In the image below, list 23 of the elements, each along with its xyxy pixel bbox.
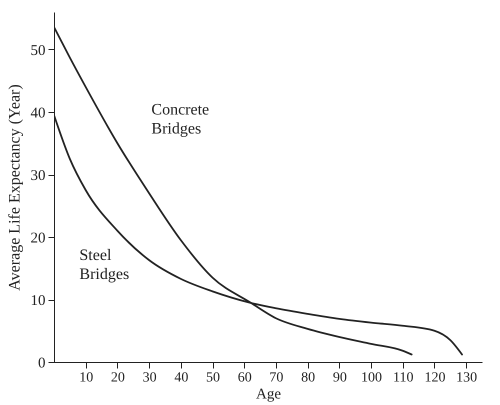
x-tick-label: 70 [269,370,284,386]
x-tick-label: 10 [79,370,94,386]
x-tick-label: 40 [174,370,188,386]
x-tick-label: 90 [332,370,347,386]
y-tick-label: 0 [38,356,46,372]
x-tick-label: 50 [206,370,220,386]
x-tick-label: 80 [301,370,316,386]
y-tick-label: 40 [30,106,46,122]
y-axis-title: Average Life Expectancy (Year) [6,84,24,291]
series-label: Steel Bridges [79,246,130,283]
x-tick-label: 100 [361,370,382,386]
x-axis-title: Age [256,386,282,402]
x-tick-label: 60 [238,370,252,386]
x-tick-label: 120 [424,370,446,386]
x-tick-label: 110 [393,370,414,386]
y-tick-label: 10 [30,293,46,309]
x-tick-label: 20 [110,370,125,386]
x-tick-label: 30 [142,370,157,386]
text: Concrete Bridges [151,101,210,138]
y-tick-label: 20 [30,230,46,246]
y-tick-label: 30 [30,168,46,184]
x-tick-label: 130 [456,370,478,386]
y-tick-label: 50 [30,43,46,59]
